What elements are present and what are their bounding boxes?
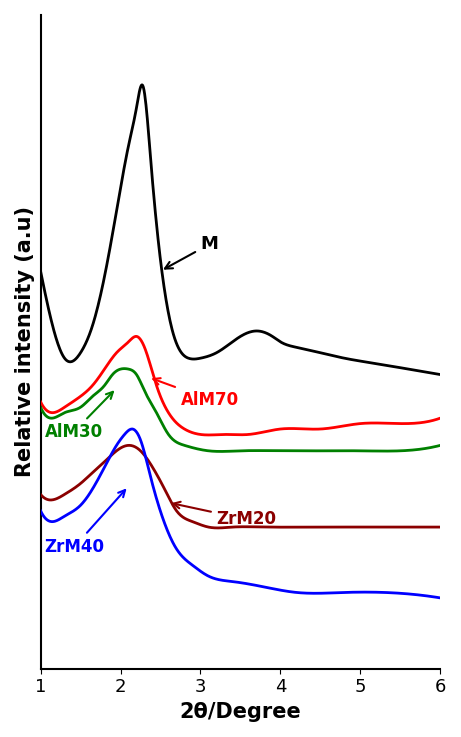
Y-axis label: Relative intensity (a.u): Relative intensity (a.u) bbox=[15, 206, 35, 478]
Text: ZrM40: ZrM40 bbox=[45, 490, 125, 556]
Text: AlM30: AlM30 bbox=[45, 392, 113, 441]
Text: AlM70: AlM70 bbox=[154, 378, 239, 408]
Text: M: M bbox=[165, 235, 219, 268]
X-axis label: 2θ/Degree: 2θ/Degree bbox=[179, 702, 301, 722]
Text: ZrM20: ZrM20 bbox=[173, 502, 277, 528]
